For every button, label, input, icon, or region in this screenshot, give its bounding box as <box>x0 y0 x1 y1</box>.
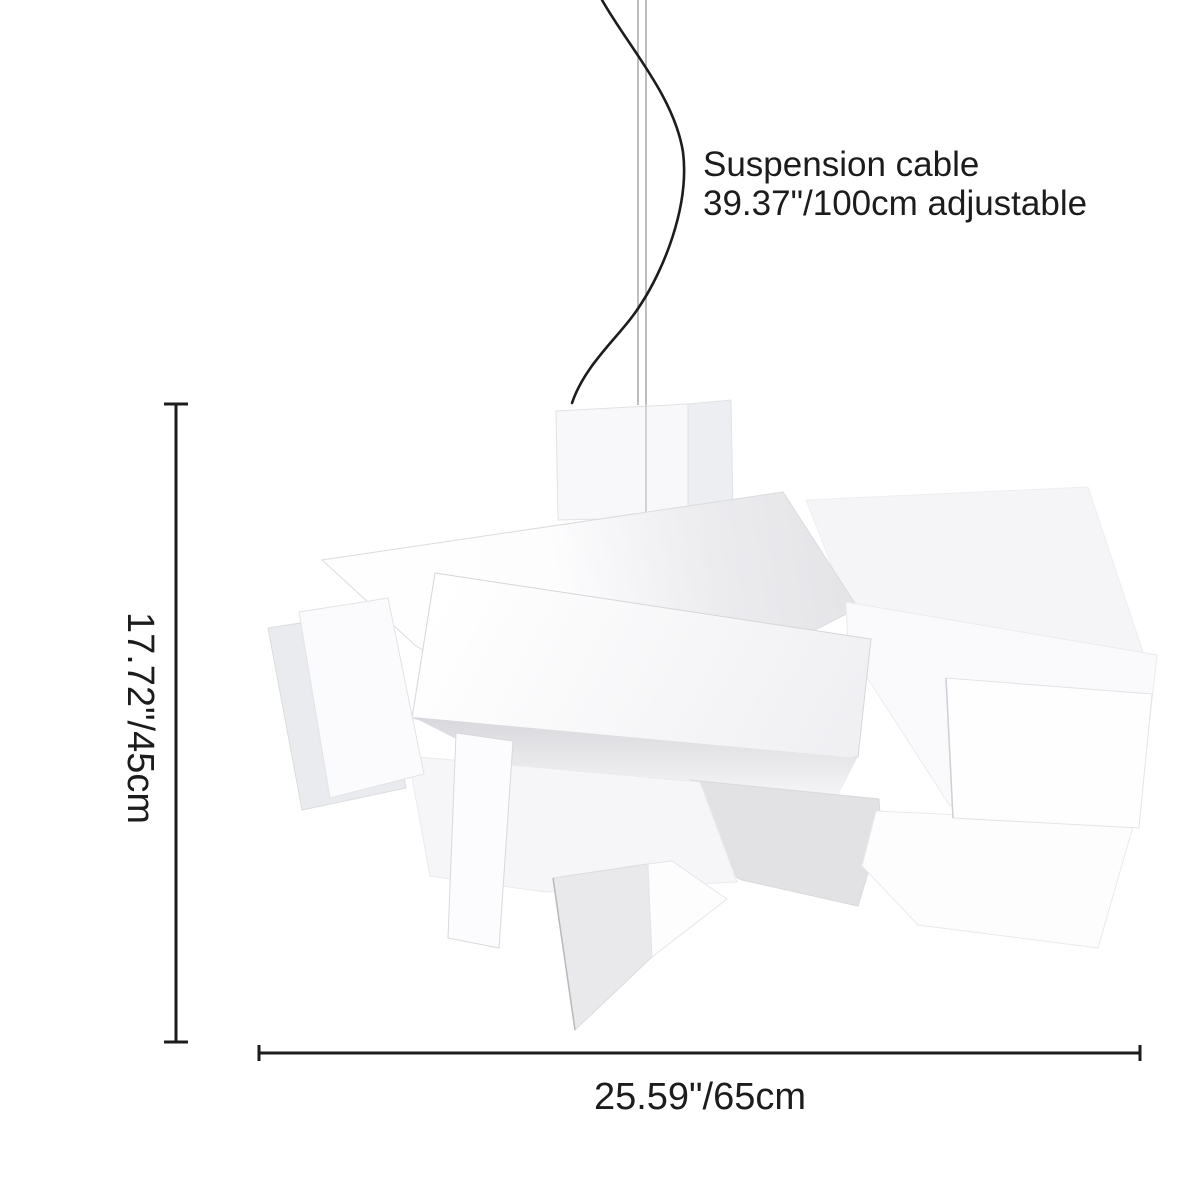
lamp-panel-chimney-right <box>687 399 734 518</box>
suspension-cables <box>570 0 686 405</box>
suspension-annotation-line2: 39.37"/100cm adjustable <box>703 184 1087 223</box>
lamp-panel-chimney-left <box>555 403 689 521</box>
bottom-fin-edge <box>552 877 576 1031</box>
suspension-annotation: Suspension cable 39.37"/100cm adjustable <box>703 145 1087 223</box>
width-dimension: 25.59"/65cm <box>257 1045 1142 1118</box>
lamp-body <box>267 399 1158 1032</box>
width-dimension-label: 25.59"/65cm <box>594 1076 806 1118</box>
lamp-panel-bottom-fin-right-face <box>647 860 728 958</box>
height-dimension: 17.72"/45cm <box>119 402 188 1044</box>
far-right-panel-edge <box>945 677 954 819</box>
lamp-panel-small-fin <box>447 732 514 949</box>
height-dimension-label: 17.72"/45cm <box>119 612 161 824</box>
suspension-cable-curve <box>570 0 686 405</box>
lamp-panel-far-right <box>945 677 1153 829</box>
lamp-panel-fold-shadow <box>413 717 857 800</box>
lamp-panel-left-front-card <box>298 597 425 799</box>
suspension-annotation-line1: Suspension cable <box>703 145 979 184</box>
